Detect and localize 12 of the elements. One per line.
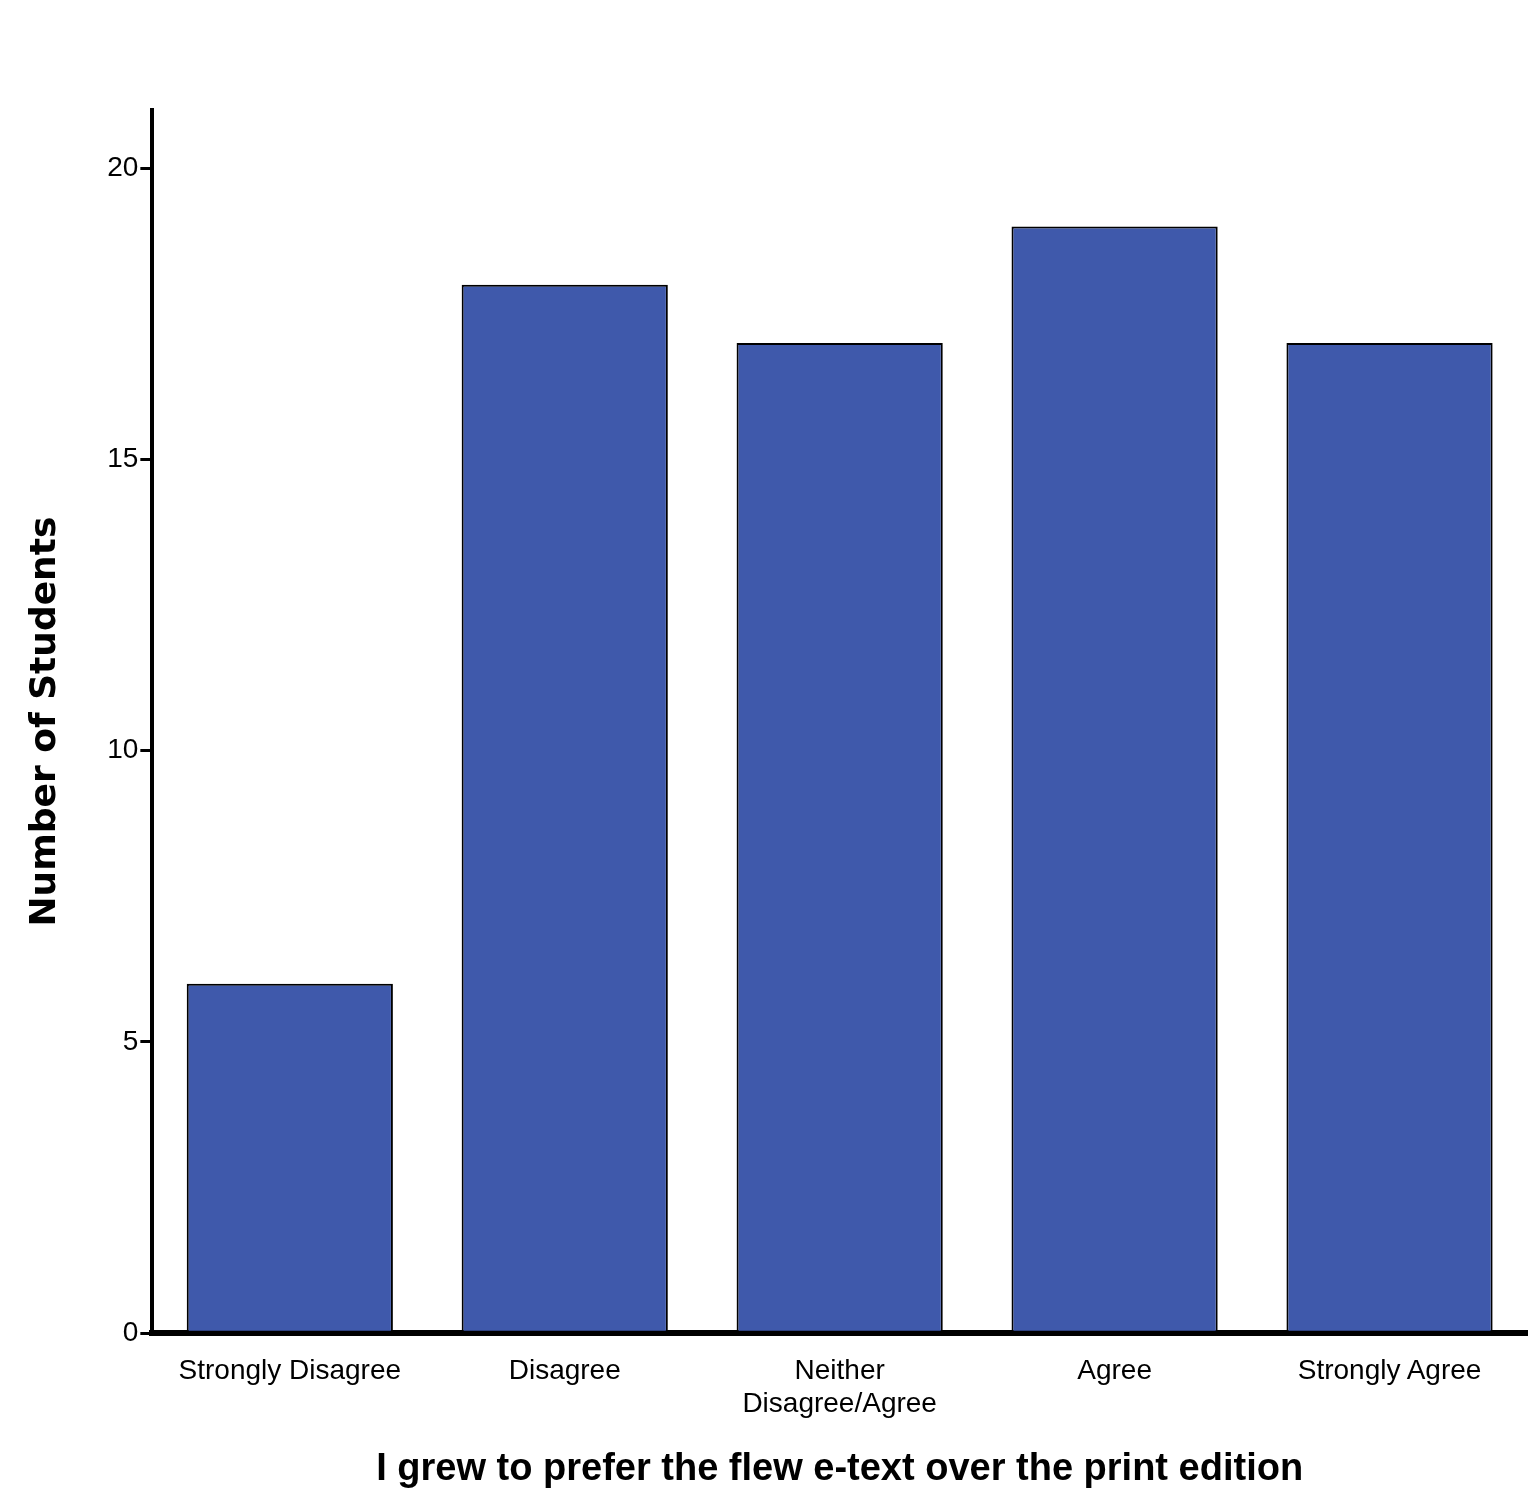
y-tick-label: 5 [122,1024,139,1056]
x-tick-label: Strongly Disagree [178,1353,402,1385]
y-tick-label: 15 [107,442,139,474]
y-tick-label: 20 [107,150,139,182]
y-tick-label: 0 [122,1315,139,1347]
y-tick-label: 10 [107,733,139,765]
y-axis-title: Number of Students [21,516,63,927]
x-tick-label: Disagree [508,1353,621,1385]
x-tick-label: Neither Disagree/Agree [742,1353,937,1419]
x-axis-title: I grew to prefer the flew e-text over the print edition [376,1445,1304,1488]
x-tick-label: Strongly Agree [1297,1353,1482,1385]
x-tick-label: Agree [1077,1353,1152,1385]
